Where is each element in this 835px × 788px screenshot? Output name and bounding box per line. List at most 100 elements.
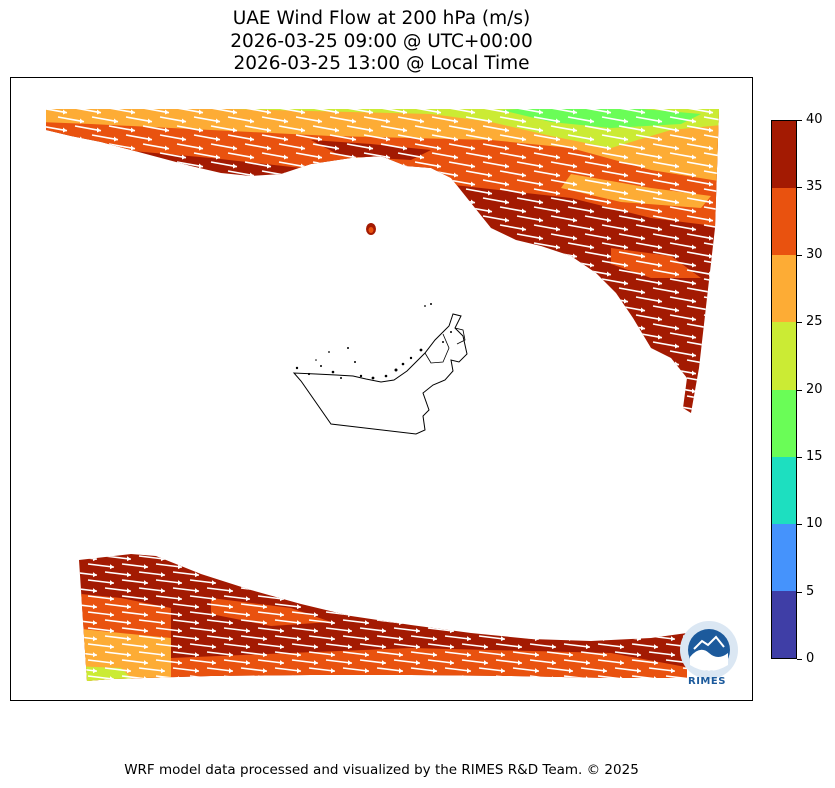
wind-arrow-head	[297, 604, 301, 610]
wind-arrow-head	[148, 298, 152, 304]
wind-arrow-head	[182, 262, 186, 268]
wind-arrow	[329, 152, 357, 159]
wind-arrow-head	[488, 280, 492, 286]
wind-arrow	[227, 314, 255, 321]
wind-arrow	[142, 125, 170, 132]
wind-arrow	[79, 587, 98, 592]
wind-arrow-head	[369, 127, 373, 133]
map-panel[interactable]	[10, 77, 753, 701]
wind-arrow-head	[450, 596, 454, 602]
wind-arrow-head	[675, 343, 679, 349]
wind-arrow	[550, 233, 578, 240]
wind-arrow-head	[454, 208, 458, 214]
wind-arrow	[279, 414, 305, 419]
wind-arrow	[414, 197, 442, 204]
wind-arrow-head	[301, 397, 305, 403]
wind-arrow-head	[705, 556, 709, 561]
wind-arrow	[138, 555, 166, 560]
wind-arrow-head	[471, 235, 475, 241]
wind-arrow	[363, 170, 391, 177]
wind-arrow	[499, 314, 527, 321]
wind-arrow-head	[352, 172, 356, 178]
wind-arrow-head	[641, 163, 645, 169]
wind-arrow	[614, 651, 642, 656]
wind-arrow	[57, 116, 85, 123]
wind-arrow	[380, 269, 408, 276]
wind-arrow-head	[471, 397, 475, 403]
wind-arrow-head	[365, 668, 369, 674]
wind-arrow	[495, 659, 523, 664]
footer-credit: WRF model data processed and visualized …	[124, 762, 639, 778]
wind-arrow-head	[743, 289, 747, 294]
wind-arrow	[376, 587, 404, 592]
wind-arrow	[631, 563, 659, 568]
wind-arrow-head	[178, 596, 182, 602]
wind-arrow	[533, 368, 561, 375]
wind-arrow	[580, 603, 608, 608]
wind-arrow-head	[348, 644, 352, 650]
wind-arrow	[329, 242, 357, 249]
wind-arrow	[295, 350, 323, 357]
wind-arrow	[346, 287, 374, 294]
colorbar-segment	[772, 389, 796, 457]
wind-arrow-head	[127, 604, 131, 610]
wind-arrow-head	[607, 145, 611, 151]
wind-arrow	[431, 404, 459, 411]
wind-arrow	[244, 161, 272, 168]
wind-arrow-head	[165, 253, 169, 259]
wind-arrow	[721, 342, 747, 347]
wind-arrow-head	[420, 262, 424, 268]
wind-arrow	[261, 134, 289, 141]
wind-arrow-head	[675, 235, 679, 241]
wind-arrow-head	[467, 652, 471, 658]
wind-arrow	[431, 296, 459, 303]
wind-arrow	[550, 109, 578, 114]
wind-arrow	[584, 233, 612, 240]
wind-arrow-head	[552, 596, 556, 602]
wind-arrow	[244, 251, 272, 258]
wind-arrow-head	[522, 316, 526, 322]
wind-arrow	[635, 350, 663, 357]
wind-arrow	[499, 188, 527, 195]
wind-arrow-head	[590, 226, 594, 232]
wind-arrow-head	[178, 628, 182, 634]
wind-arrow-head	[246, 644, 250, 650]
wind-arrow	[397, 386, 425, 393]
wind-arrow	[499, 368, 527, 375]
wind-arrow	[210, 341, 238, 348]
wind-arrow	[206, 587, 234, 592]
wind-arrow-head	[518, 628, 522, 634]
wind-arrow-head	[471, 109, 475, 115]
wind-arrow-head	[518, 676, 522, 681]
wind-arrow-head	[743, 307, 747, 312]
wind-arrow-head	[484, 564, 488, 570]
wind-arrow	[597, 611, 625, 616]
wind-arrow	[244, 287, 272, 294]
wind-arrow	[635, 242, 663, 249]
wind-arrow	[329, 224, 357, 231]
wind-arrow	[274, 651, 302, 656]
wind-arrow-head	[624, 262, 628, 268]
wind-arrow-head	[505, 343, 509, 349]
wind-arrow	[529, 627, 557, 632]
wind-arrow-head	[675, 163, 679, 169]
wind-arrow-head	[607, 163, 611, 169]
wind-arrow-head	[195, 652, 199, 658]
wind-arrow-head	[267, 361, 271, 367]
wind-arrow	[172, 667, 200, 672]
wind-arrow-head	[590, 298, 594, 304]
wind-arrow-head	[467, 572, 471, 578]
wind-arrow-head	[692, 154, 696, 160]
wind-arrow-head	[709, 271, 713, 277]
wind-arrow	[601, 314, 629, 321]
wind-arrow	[516, 109, 544, 114]
wind-arrow	[189, 563, 217, 568]
wind-arrow-head	[352, 118, 356, 124]
wind-arrow-head	[114, 226, 118, 232]
wind-arrow-head	[488, 388, 492, 394]
wind-arrow-head	[93, 652, 97, 658]
wind-arrow-head	[63, 379, 67, 385]
wind-arrow	[648, 571, 676, 576]
wind-arrow	[278, 323, 306, 330]
wind-arrow-head	[522, 226, 526, 232]
